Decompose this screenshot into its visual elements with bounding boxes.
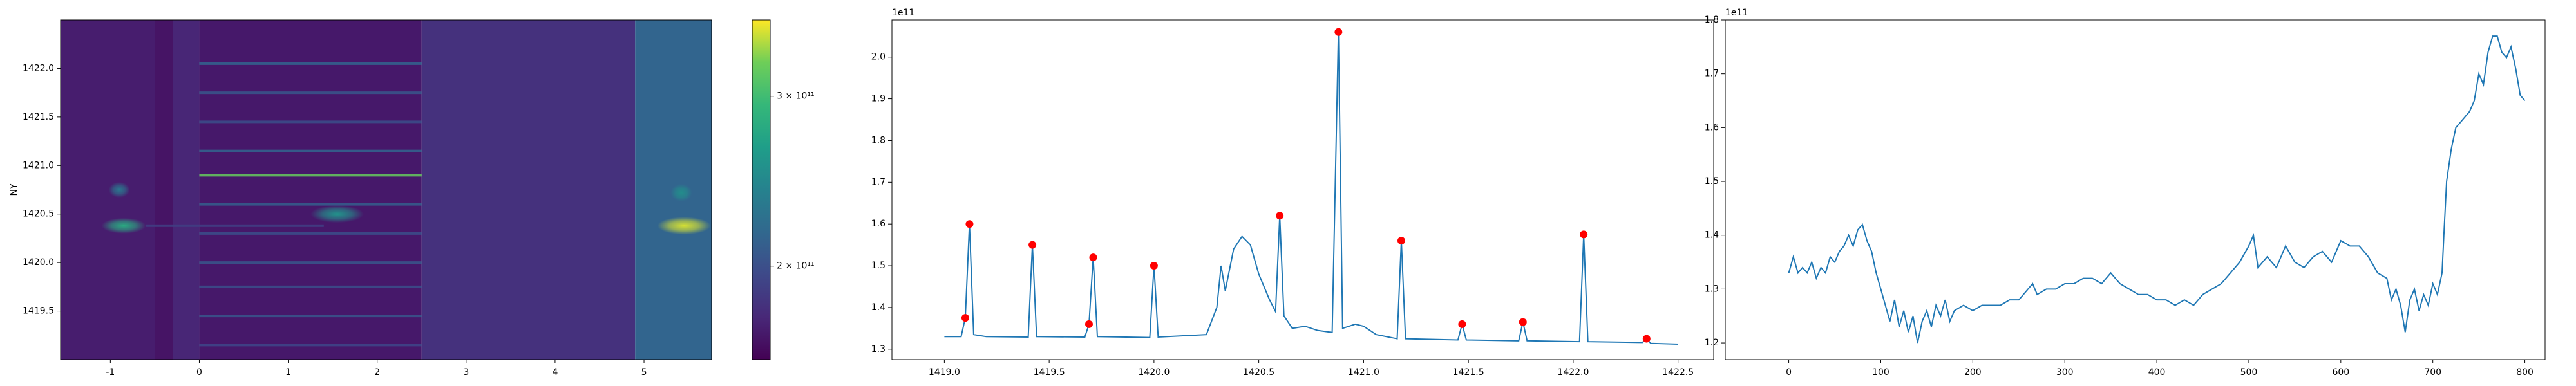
peak-marker	[1334, 28, 1343, 36]
y-tick-label: 1.9	[871, 94, 886, 104]
y-tick-label: 1.5	[1705, 176, 1719, 187]
heatmap-blob	[670, 183, 692, 202]
y-tick-label: 1.2	[1705, 338, 1719, 348]
heatmap-stripe	[199, 149, 422, 152]
y-tick-label: 1.7	[871, 177, 886, 187]
heatmap-blob	[657, 217, 711, 235]
heatmap-blob	[101, 217, 146, 234]
data-line	[944, 32, 1678, 345]
x-tick-label: 1422.5	[1662, 367, 1694, 378]
peak-marker	[1458, 320, 1466, 328]
x-tick-label: 1419.5	[1034, 367, 1065, 378]
heatmap-band	[61, 20, 155, 360]
y-tick-label: 1.8	[1705, 15, 1719, 25]
x-tick-label: 1420.5	[1243, 367, 1274, 378]
y-tick-label: 1422.0	[23, 63, 54, 73]
peak-marker	[1028, 241, 1037, 249]
x-tick-label: 1421.5	[1453, 367, 1484, 378]
heatmap	[61, 20, 712, 360]
x-tick-label: 1422.0	[1557, 367, 1589, 378]
heatmap-stripe	[199, 285, 422, 288]
y-tick-label: 1.6	[1705, 122, 1719, 133]
axes-frame	[60, 19, 712, 360]
x-tick-label: -1	[106, 367, 115, 378]
heatmap-stripe	[146, 224, 324, 227]
heatmap-stripe	[199, 261, 422, 264]
y-tick-label: 1.3	[1705, 284, 1719, 294]
y-tick-label: 2.0	[871, 52, 886, 62]
heatmap-band	[155, 20, 173, 360]
peak-marker	[1519, 318, 1527, 326]
peak-marker	[1150, 262, 1158, 270]
x-tick-label: 1	[285, 367, 291, 378]
x-tick-label: 700	[2424, 367, 2441, 378]
x-tick-label: 3	[463, 367, 469, 378]
x-tick-label: 600	[2332, 367, 2349, 378]
offset-text: 1e11	[1725, 8, 1748, 18]
offset-text: 1e11	[892, 8, 914, 18]
x-tick-label: 4	[552, 367, 558, 378]
heatmap-stripe	[199, 62, 422, 65]
y-tick-label: 1421.0	[23, 160, 54, 170]
x-tick-label: 200	[1964, 367, 1982, 378]
colorbar	[752, 19, 771, 360]
heatmap-stripe	[199, 91, 422, 95]
heatmap-band	[421, 20, 636, 360]
x-tick-label: 800	[2516, 367, 2533, 378]
peak-marker	[1089, 253, 1097, 262]
peak-marker	[1397, 237, 1405, 245]
y-tick-label: 1.3	[871, 344, 886, 354]
y-tick-label: 1421.5	[23, 112, 54, 122]
peak-marker	[1580, 230, 1588, 239]
heatmap-stripe	[199, 315, 422, 318]
heatmap-stripe	[199, 203, 422, 206]
y-tick-label: 1.7	[1705, 69, 1719, 79]
y-tick-label: 1.5	[871, 261, 886, 271]
x-tick-label: 300	[2056, 367, 2074, 378]
y-tick-label: 1.4	[1705, 230, 1719, 241]
x-tick-label: 2	[374, 367, 380, 378]
x-tick-label: 400	[2148, 367, 2166, 378]
peak-marker	[961, 314, 969, 322]
axes-frame	[1725, 19, 2546, 360]
y-tick-label: 1.4	[871, 302, 886, 313]
colorbar-tick-label: 3 × 10¹¹	[777, 91, 815, 102]
data-line	[1788, 35, 2526, 344]
y-axis-label: NY	[9, 183, 19, 196]
heatmap-stripe	[199, 232, 422, 235]
x-tick-label: 500	[2240, 367, 2258, 378]
peak-marker	[1642, 335, 1651, 343]
x-tick-label: 0	[1786, 367, 1792, 378]
heatmap-blob	[310, 205, 364, 223]
x-tick-label: 5	[641, 367, 647, 378]
peak-marker	[965, 220, 974, 228]
axes-frame	[891, 19, 1714, 360]
heatmap-stripe	[199, 174, 422, 177]
y-tick-label: 1419.5	[23, 306, 54, 317]
peak-marker	[1084, 320, 1093, 328]
x-tick-label: 0	[196, 367, 202, 378]
y-tick-label: 1.6	[871, 219, 886, 229]
y-tick-label: 1420.0	[23, 257, 54, 268]
heatmap-stripe	[199, 344, 422, 347]
y-tick-label: 1.8	[871, 135, 886, 145]
x-tick-label: 100	[1872, 367, 1889, 378]
x-tick-label: 1421.0	[1348, 367, 1379, 378]
heatmap-band	[173, 20, 200, 360]
y-tick-label: 1420.5	[23, 209, 54, 219]
peak-marker	[1276, 212, 1284, 220]
x-tick-label: 1419.0	[929, 367, 960, 378]
x-tick-label: 1420.0	[1138, 367, 1170, 378]
heatmap-band	[199, 20, 422, 360]
colorbar-tick-label: 2 × 10¹¹	[777, 261, 815, 271]
heatmap-stripe	[199, 120, 422, 124]
heatmap-blob	[108, 181, 130, 198]
